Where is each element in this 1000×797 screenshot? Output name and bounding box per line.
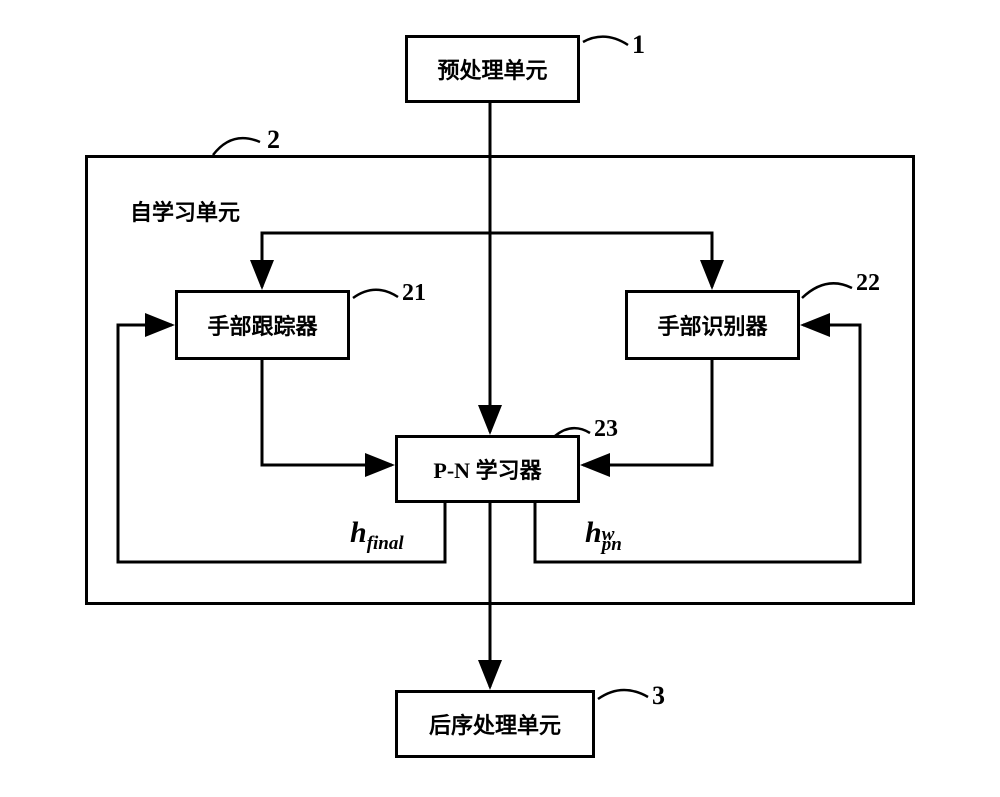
self-learning-label: 自学习单元 (130, 195, 240, 227)
ref-22: 22 (856, 270, 880, 297)
flowchart-diagram: 预处理单元 1 自学习单元 2 手部跟踪器 21 手部识别器 22 P-N 学习… (0, 0, 1000, 797)
h-final-annotation: hfinal (350, 516, 404, 555)
preprocessing-node: 预处理单元 (405, 35, 580, 103)
learner-label: P-N 学习器 (433, 453, 541, 485)
preprocessing-label: 预处理单元 (437, 53, 547, 85)
ref-21: 21 (402, 280, 426, 307)
ref-1: 1 (632, 30, 645, 60)
postprocessing-label: 后序处理单元 (429, 708, 561, 740)
h-w-pn-annotation: hpnw (585, 516, 632, 550)
ref-2: 2 (267, 125, 280, 155)
postprocessing-node: 后序处理单元 (395, 690, 595, 758)
ref-3: 3 (652, 681, 665, 711)
ref-23: 23 (594, 416, 618, 443)
tracker-node: 手部跟踪器 (175, 290, 350, 360)
tracker-label: 手部跟踪器 (207, 309, 317, 341)
learner-node: P-N 学习器 (395, 435, 580, 503)
recognizer-node: 手部识别器 (625, 290, 800, 360)
recognizer-label: 手部识别器 (657, 309, 767, 341)
